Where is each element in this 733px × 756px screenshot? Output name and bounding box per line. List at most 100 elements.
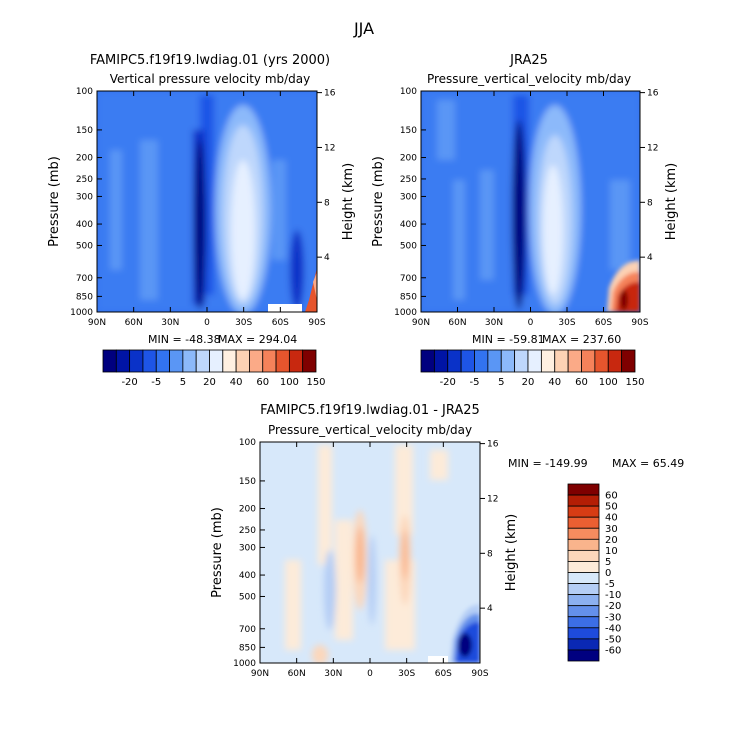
panel-model: FAMIPC5.f19f19.lwdiag.01 (yrs 2000) Vert… xyxy=(47,53,356,388)
panel-reanalysis-x-tick-label: 30S xyxy=(558,318,575,328)
panel-reanalysis-y-tick-label: 200 xyxy=(400,154,417,164)
panel-reanalysis-y2-tick-label: 16 xyxy=(647,89,659,99)
panel-model-x-tick-label: 90S xyxy=(308,318,325,328)
panel-difference-y2-tick-label: 4 xyxy=(487,604,493,614)
panel-difference-colorbar-swatch xyxy=(567,505,600,518)
panel-model-y-tick-label: 150 xyxy=(76,126,93,136)
panel-model-colorbar-swatch xyxy=(102,349,117,373)
panel-reanalysis-y2-tick-label: 12 xyxy=(647,143,658,153)
panel-reanalysis-contour-field xyxy=(421,91,640,312)
panel-model-y2-tick-label: 12 xyxy=(324,143,335,153)
panel-reanalysis-colorbar-label: 40 xyxy=(548,377,561,388)
panel-model-x-tick-label: 60N xyxy=(125,318,143,328)
panel-difference-colorbar-swatch xyxy=(567,561,600,573)
panel-model-colorbar-swatch xyxy=(142,349,157,373)
panel-difference-min-label: MIN = -149.99 xyxy=(508,457,588,470)
panel-model-x-tick-label: 60S xyxy=(272,318,289,328)
panel-difference-colorbar-swatch xyxy=(567,538,600,551)
panel-difference-colorbar-swatch xyxy=(567,494,600,507)
panel-reanalysis-colorbar-swatch xyxy=(621,349,636,373)
panel-reanalysis-colorbar-label: 150 xyxy=(625,377,644,388)
panel-reanalysis-y-tick-label: 400 xyxy=(400,220,417,230)
panel-model-colorbar-swatch xyxy=(169,349,184,373)
panel-model-colorbar-swatch xyxy=(182,349,197,373)
panel-reanalysis-colorbar-swatch xyxy=(607,349,623,373)
panel-reanalysis-colorbar-swatch xyxy=(447,349,462,373)
panel-reanalysis-y-tick-label: 300 xyxy=(400,192,417,202)
panel-difference-y-tick-label: 200 xyxy=(239,505,256,515)
panel-reanalysis-colorbar-swatch xyxy=(554,349,569,373)
panel-reanalysis: JRA25 Pressure_vertical_velocity mb/day xyxy=(371,53,679,388)
panel-model-colorbar: -20 -5 5 20 40 60 100 150 xyxy=(102,349,326,388)
panel-model-y-tick-label: 300 xyxy=(76,192,93,202)
panel-model-y2-tick-label: 16 xyxy=(324,89,336,99)
panel-model-contour-field xyxy=(97,91,317,312)
panel-reanalysis-x-tick-label: 60S xyxy=(595,318,612,328)
panel-reanalysis-colorbar-label: -20 xyxy=(440,377,456,388)
panel-difference-x-tick-label: 0 xyxy=(367,669,373,679)
panel-difference-y2-tick-label: 16 xyxy=(487,440,499,450)
panel-difference-colorbar-label: 50 xyxy=(605,502,618,513)
panel-model-x-tick-label: 90N xyxy=(88,318,106,328)
panel-model-colorbar-swatch xyxy=(115,349,131,373)
panel-model-colorbar-swatch xyxy=(302,349,317,373)
panel-difference-x-tick-label: 60S xyxy=(435,669,452,679)
panel-difference-colorbar-swatch xyxy=(567,605,600,618)
panel-model-y-tick-label: 100 xyxy=(76,87,93,97)
panel-model-colorbar-label: 150 xyxy=(306,377,325,388)
panel-model-y-tick-label: 700 xyxy=(76,274,93,284)
panel-difference-y-tick-label: 850 xyxy=(239,643,256,653)
panel-reanalysis-x-tick-label: 30N xyxy=(485,318,503,328)
panel-reanalysis-colorbar-swatch xyxy=(581,349,596,373)
panel-difference-y2label: Height (km) xyxy=(504,514,519,591)
panel-reanalysis-colorbar-label: -5 xyxy=(470,377,480,388)
panel-reanalysis-y2-tick-label: 8 xyxy=(647,198,653,208)
panel-model-colorbar-label: 5 xyxy=(180,377,186,388)
panel-model-y2-tick-label: 4 xyxy=(324,253,330,263)
panel-reanalysis-y-tick-label: 250 xyxy=(400,175,417,185)
panel-model-colorbar-swatch xyxy=(222,349,237,373)
panel-model-colorbar-label: 40 xyxy=(230,377,243,388)
panel-difference-colorbar-swatch xyxy=(567,583,600,596)
panel-difference-colorbar-label: -30 xyxy=(605,612,621,623)
panel-difference-colorbar-label: 0 xyxy=(605,568,611,579)
panel-model-y-tick-label: 250 xyxy=(76,175,93,185)
panel-reanalysis-x-tick-label: 90N xyxy=(412,318,430,328)
panel-difference-colorbar-label: 10 xyxy=(605,546,618,557)
panel-reanalysis-colorbar-swatch xyxy=(527,349,542,373)
panel-difference-max-label: MAX = 65.49 xyxy=(612,457,684,470)
panel-difference-x-tick-label: 30S xyxy=(398,669,415,679)
panel-reanalysis-y2label: Height (km) xyxy=(664,163,679,240)
panel-difference-y-tick-label: 100 xyxy=(239,438,256,448)
panel-difference-y-tick-label: 1000 xyxy=(233,659,256,669)
panel-reanalysis-y-tick-label: 700 xyxy=(400,274,417,284)
panel-difference-y-tick-label: 500 xyxy=(239,592,256,602)
panel-reanalysis-colorbar-label: 20 xyxy=(522,377,535,388)
panel-reanalysis-x-tick-label: 90S xyxy=(631,318,648,328)
figure-title: JJA xyxy=(353,19,374,38)
panel-difference-colorbar-label: -60 xyxy=(605,645,621,656)
panel-reanalysis-colorbar-swatch xyxy=(460,349,475,373)
panel-reanalysis-colorbar-swatch xyxy=(420,349,435,373)
panel-model-title: FAMIPC5.f19f19.lwdiag.01 (yrs 2000) xyxy=(90,53,330,68)
panel-reanalysis-min-label: MIN = -59.81 xyxy=(472,333,545,346)
panel-model-colorbar-swatch xyxy=(275,349,290,373)
panel-model-x-tick-label: 30S xyxy=(235,318,252,328)
panel-model-y-tick-label: 400 xyxy=(76,220,93,230)
panel-difference-colorbar-swatch xyxy=(567,638,600,651)
panel-difference-y2-tick-label: 12 xyxy=(487,494,498,504)
panel-reanalysis-axes: 90N 60N 30N 0 30S 60S 90S 100 150 200 250 300 400 500… xyxy=(371,87,679,328)
panel-model-ylabel: Pressure (mb) xyxy=(47,156,62,247)
panel-model-colorbar-label: 60 xyxy=(256,377,269,388)
panel-difference-colorbar-label: -10 xyxy=(605,590,621,601)
panel-difference-colorbar-swatch xyxy=(567,627,600,640)
panel-reanalysis-colorbar-label: 60 xyxy=(575,377,588,388)
panel-difference-colorbar-swatch xyxy=(567,549,600,562)
panel-difference-colorbar-label: -5 xyxy=(605,579,615,590)
panel-reanalysis-y-tick-label: 1000 xyxy=(394,308,417,318)
panel-model-colorbar-label: -20 xyxy=(121,377,137,388)
panel-reanalysis-x-tick-label: 60N xyxy=(448,318,466,328)
panel-difference-colorbar-swatch xyxy=(567,483,600,496)
panel-model-colorbar-swatch xyxy=(195,349,210,373)
